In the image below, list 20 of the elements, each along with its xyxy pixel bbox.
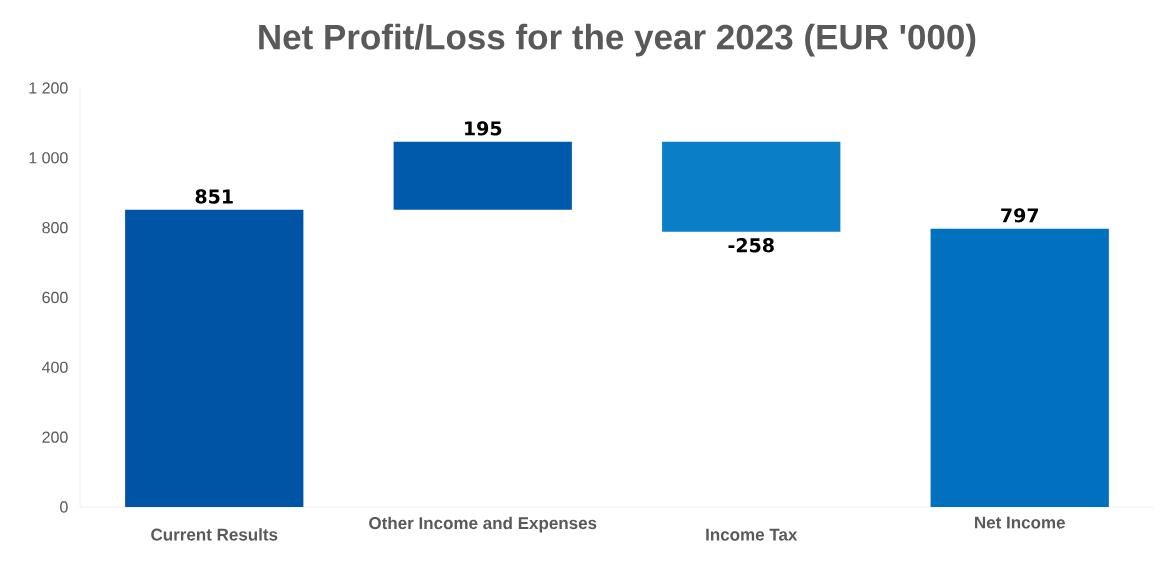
y-tick-label: 800 xyxy=(42,222,68,234)
y-tick-label: 400 xyxy=(42,361,68,373)
y-tick-label: 200 xyxy=(42,431,68,443)
data-label: 851 xyxy=(195,189,233,204)
x-tick-label: Income Tax xyxy=(706,528,798,541)
y-tick-label: 600 xyxy=(42,291,68,304)
x-tick-label: Other Income and Expenses xyxy=(369,516,597,533)
y-tick-label: 1 200 xyxy=(29,82,68,94)
y-tick-label: 1 000 xyxy=(29,152,68,164)
bar xyxy=(930,228,1109,507)
data-label: 195 xyxy=(465,121,502,136)
bar xyxy=(393,141,572,210)
chart-title: Net Profit/Loss for the year 2023 (EUR '000) xyxy=(259,23,976,57)
bar xyxy=(125,209,304,507)
x-tick-label: Current Results xyxy=(151,528,278,541)
bar xyxy=(662,141,841,232)
data-label: -258 xyxy=(728,238,774,253)
y-tick-label: 0 xyxy=(60,501,68,513)
x-tick-label: Net Income xyxy=(975,516,1065,529)
data-label: 797 xyxy=(1001,208,1039,223)
